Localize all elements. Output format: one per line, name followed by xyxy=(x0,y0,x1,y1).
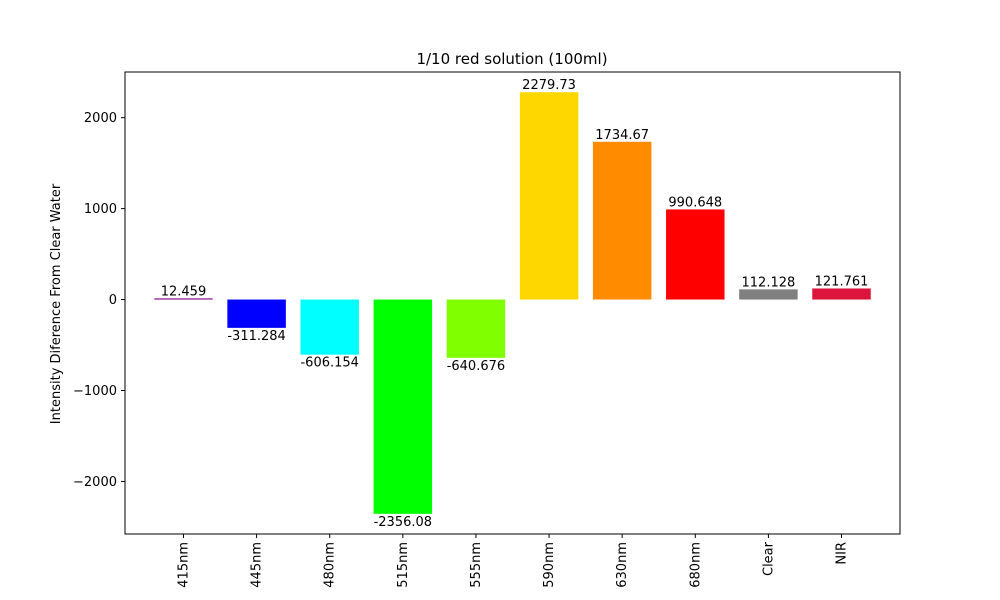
data-label-515nm: -2356.08 xyxy=(374,515,432,530)
bar-445nm xyxy=(227,299,286,328)
bar-clear xyxy=(739,289,798,300)
data-label-nir: 121.761 xyxy=(815,274,869,289)
x-tick-label-555nm: 555nm xyxy=(469,542,484,588)
bar-515nm xyxy=(373,299,433,514)
data-label-415nm: 12.459 xyxy=(161,284,207,299)
bar-480nm xyxy=(300,299,359,355)
x-tick-label-630nm: 630nm xyxy=(615,542,630,588)
x-tick-label-clear: Clear xyxy=(761,541,776,576)
data-label-555nm: -640.676 xyxy=(447,359,505,374)
y-tick-label: 1000 xyxy=(84,202,117,217)
x-tick-label-590nm: 590nm xyxy=(542,542,557,588)
y-tick-label: 2000 xyxy=(84,111,117,126)
bar-nir xyxy=(812,288,871,300)
data-label-590nm: 2279.73 xyxy=(522,78,576,93)
y-axis-label: Intensity Diference From Clear Water xyxy=(49,183,64,424)
data-labels-layer: 12.459 -311.284 -606.154 -2356.08 -640.676 22… xyxy=(161,78,869,530)
x-axis: 415nm 445nm 480nm 515nm 555nm 590nm 630nm 680nm… xyxy=(176,534,850,588)
data-label-480nm: -606.154 xyxy=(300,356,358,371)
x-tick-label-515nm: 515nm xyxy=(396,542,411,588)
bars-layer xyxy=(154,92,871,514)
bar-630nm xyxy=(592,141,652,300)
plot-frame xyxy=(124,71,901,535)
x-tick-label-nir: NIR xyxy=(835,542,850,565)
data-label-680nm: 990.648 xyxy=(668,195,722,210)
x-tick-label-445nm: 445nm xyxy=(250,542,265,588)
data-label-630nm: 1734.67 xyxy=(595,128,649,143)
chart-title: 1/10 red solution (100ml) xyxy=(416,50,607,68)
bar-415nm xyxy=(154,298,213,300)
x-tick-label-480nm: 480nm xyxy=(323,542,338,588)
bar-590nm xyxy=(519,92,579,300)
bar-680nm xyxy=(666,209,725,300)
x-tick-label-680nm: 680nm xyxy=(688,542,703,588)
y-tick-label: −2000 xyxy=(73,475,117,490)
y-axis: −2000 −1000 0 1000 2000 xyxy=(73,111,125,490)
data-label-clear: 112.128 xyxy=(742,275,796,290)
data-label-445nm: -311.284 xyxy=(227,329,285,344)
x-tick-label-415nm: 415nm xyxy=(176,542,191,588)
y-tick-label: −1000 xyxy=(73,384,117,399)
bar-555nm xyxy=(446,299,506,358)
y-tick-label: 0 xyxy=(109,293,117,308)
